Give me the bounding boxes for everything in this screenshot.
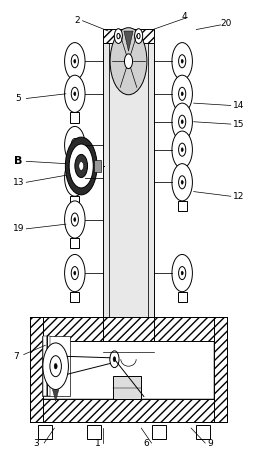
Text: 14: 14 bbox=[233, 101, 244, 110]
Bar bbox=[43, 340, 214, 399]
Bar bbox=[43, 336, 50, 396]
Circle shape bbox=[137, 34, 140, 39]
Circle shape bbox=[65, 201, 85, 238]
Text: 3: 3 bbox=[34, 439, 39, 447]
Bar bbox=[94, 160, 101, 172]
Bar bbox=[214, 317, 227, 422]
Bar bbox=[152, 425, 166, 439]
Bar bbox=[70, 163, 79, 174]
Bar bbox=[196, 425, 210, 439]
Polygon shape bbox=[52, 389, 59, 401]
Circle shape bbox=[65, 137, 97, 195]
Text: 19: 19 bbox=[13, 224, 24, 234]
Circle shape bbox=[74, 176, 76, 180]
Text: 12: 12 bbox=[233, 192, 244, 201]
Bar bbox=[178, 80, 187, 90]
Text: 2: 2 bbox=[75, 16, 80, 25]
Circle shape bbox=[110, 28, 147, 95]
Circle shape bbox=[71, 55, 78, 68]
Text: 5: 5 bbox=[16, 94, 22, 103]
Circle shape bbox=[65, 127, 85, 163]
Circle shape bbox=[172, 131, 192, 168]
Bar bbox=[178, 113, 187, 123]
Circle shape bbox=[74, 218, 76, 221]
Circle shape bbox=[181, 148, 183, 152]
Circle shape bbox=[71, 139, 78, 152]
Circle shape bbox=[172, 255, 192, 292]
Circle shape bbox=[75, 155, 88, 177]
Bar bbox=[103, 42, 154, 317]
Bar bbox=[30, 317, 227, 340]
Circle shape bbox=[74, 59, 76, 63]
Bar bbox=[70, 238, 79, 248]
Polygon shape bbox=[124, 31, 133, 51]
Circle shape bbox=[172, 103, 192, 141]
Circle shape bbox=[71, 267, 78, 280]
Circle shape bbox=[65, 75, 85, 113]
Text: 4: 4 bbox=[182, 13, 188, 21]
Circle shape bbox=[179, 176, 186, 189]
Text: 20: 20 bbox=[220, 20, 231, 28]
Circle shape bbox=[179, 143, 186, 156]
Circle shape bbox=[74, 92, 76, 96]
Circle shape bbox=[114, 28, 122, 43]
Circle shape bbox=[71, 87, 78, 100]
Circle shape bbox=[179, 87, 186, 100]
Circle shape bbox=[181, 120, 183, 124]
Circle shape bbox=[79, 162, 84, 170]
Bar bbox=[113, 376, 141, 399]
Circle shape bbox=[113, 357, 116, 362]
Circle shape bbox=[172, 42, 192, 80]
Circle shape bbox=[54, 363, 57, 369]
Circle shape bbox=[50, 356, 61, 377]
Bar bbox=[178, 201, 187, 211]
Bar bbox=[42, 336, 70, 396]
Circle shape bbox=[181, 59, 183, 63]
Circle shape bbox=[172, 163, 192, 201]
Circle shape bbox=[71, 171, 78, 184]
Circle shape bbox=[65, 159, 85, 196]
Circle shape bbox=[172, 75, 192, 113]
Text: 13: 13 bbox=[13, 178, 24, 187]
Bar bbox=[70, 292, 79, 302]
Circle shape bbox=[179, 55, 186, 68]
Bar bbox=[178, 141, 187, 151]
Circle shape bbox=[69, 144, 93, 188]
Text: 6: 6 bbox=[143, 439, 149, 447]
Circle shape bbox=[110, 351, 119, 368]
Circle shape bbox=[74, 143, 76, 147]
Circle shape bbox=[181, 271, 183, 275]
Bar bbox=[103, 28, 154, 42]
Bar bbox=[30, 399, 227, 422]
Text: B: B bbox=[14, 156, 23, 166]
Circle shape bbox=[181, 92, 183, 96]
Circle shape bbox=[65, 42, 85, 80]
Bar bbox=[178, 292, 187, 302]
Circle shape bbox=[117, 34, 120, 39]
Bar bbox=[38, 425, 52, 439]
Circle shape bbox=[71, 213, 78, 226]
Circle shape bbox=[181, 180, 183, 184]
Circle shape bbox=[179, 115, 186, 128]
Bar bbox=[70, 113, 79, 123]
Circle shape bbox=[74, 271, 76, 275]
Text: 15: 15 bbox=[233, 120, 244, 128]
Circle shape bbox=[179, 267, 186, 280]
Text: 7: 7 bbox=[13, 353, 19, 361]
Bar bbox=[87, 425, 101, 439]
Bar bbox=[70, 196, 79, 206]
Circle shape bbox=[65, 255, 85, 292]
Text: 1: 1 bbox=[95, 439, 101, 447]
Circle shape bbox=[43, 343, 68, 389]
Circle shape bbox=[135, 28, 143, 43]
Bar bbox=[30, 317, 43, 422]
Bar bbox=[70, 80, 79, 90]
Bar bbox=[178, 168, 187, 178]
Text: 9: 9 bbox=[207, 439, 213, 447]
Circle shape bbox=[124, 54, 133, 69]
Bar bbox=[30, 317, 227, 422]
